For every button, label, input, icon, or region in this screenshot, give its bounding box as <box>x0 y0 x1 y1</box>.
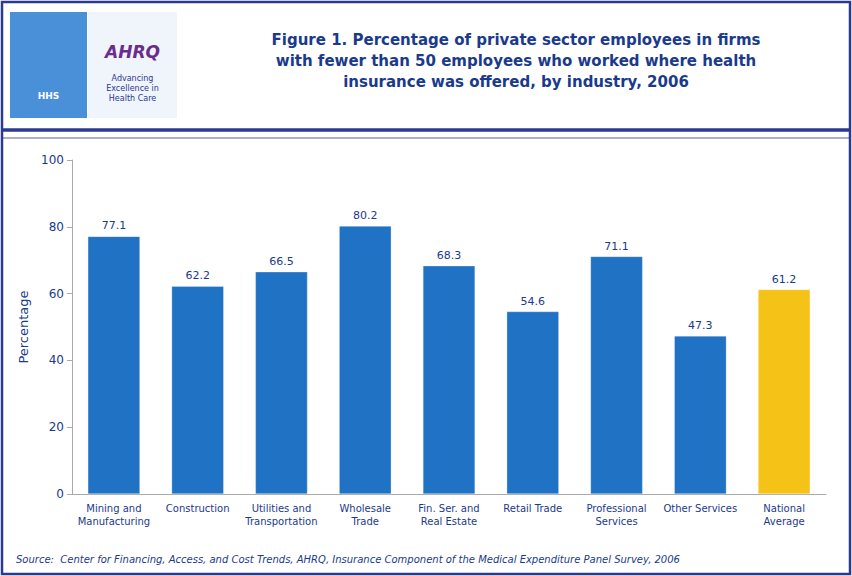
svg-text:Other Services: Other Services <box>663 503 737 514</box>
svg-text:National: National <box>763 503 805 514</box>
svg-text:Manufacturing: Manufacturing <box>78 516 150 527</box>
svg-text:AHRQ: AHRQ <box>103 42 160 62</box>
svg-text:Transportation: Transportation <box>244 516 317 527</box>
svg-text:HHS: HHS <box>38 91 60 101</box>
svg-text:Average: Average <box>764 516 805 527</box>
svg-text:80.2: 80.2 <box>353 209 378 222</box>
svg-text:Percentage: Percentage <box>16 290 31 363</box>
svg-text:77.1: 77.1 <box>102 219 127 232</box>
svg-text:0: 0 <box>56 487 64 501</box>
svg-text:Retail Trade: Retail Trade <box>503 503 562 514</box>
svg-text:Wholesale: Wholesale <box>339 503 391 514</box>
svg-text:Construction: Construction <box>166 503 230 514</box>
svg-text:with fewer than 50 employees w: with fewer than 50 employees who worked … <box>276 52 756 70</box>
svg-text:Trade: Trade <box>351 516 379 527</box>
svg-text:Fin. Ser. and: Fin. Ser. and <box>418 503 479 514</box>
svg-text:Advancing: Advancing <box>112 74 154 83</box>
svg-text:Real Estate: Real Estate <box>421 516 477 527</box>
svg-text:62.2: 62.2 <box>185 269 210 282</box>
svg-text:100: 100 <box>41 153 64 167</box>
svg-text:Figure 1. Percentage of privat: Figure 1. Percentage of private sector e… <box>272 31 761 49</box>
svg-text:Health Care: Health Care <box>109 94 156 103</box>
svg-text:61.2: 61.2 <box>772 273 797 286</box>
svg-text:66.5: 66.5 <box>269 255 294 268</box>
svg-text:Mining and: Mining and <box>86 503 141 514</box>
svg-text:71.1: 71.1 <box>604 240 629 253</box>
svg-text:Utilities and: Utilities and <box>252 503 312 514</box>
svg-text:Professional: Professional <box>587 503 647 514</box>
svg-text:20: 20 <box>49 420 64 434</box>
svg-text:insurance was offered, by indu: insurance was offered, by industry, 2006 <box>343 73 689 91</box>
svg-text:68.3: 68.3 <box>437 249 462 262</box>
svg-text:54.6: 54.6 <box>521 295 546 308</box>
svg-text:47.3: 47.3 <box>688 319 713 332</box>
svg-text:Services: Services <box>595 516 637 527</box>
svg-text:60: 60 <box>49 287 64 301</box>
svg-text:80: 80 <box>49 220 64 234</box>
svg-text:Source: Center for Financing,: Source: Center for Financing, Access, an… <box>16 554 680 565</box>
svg-text:40: 40 <box>49 353 64 367</box>
svg-text:Excellence in: Excellence in <box>106 84 159 93</box>
